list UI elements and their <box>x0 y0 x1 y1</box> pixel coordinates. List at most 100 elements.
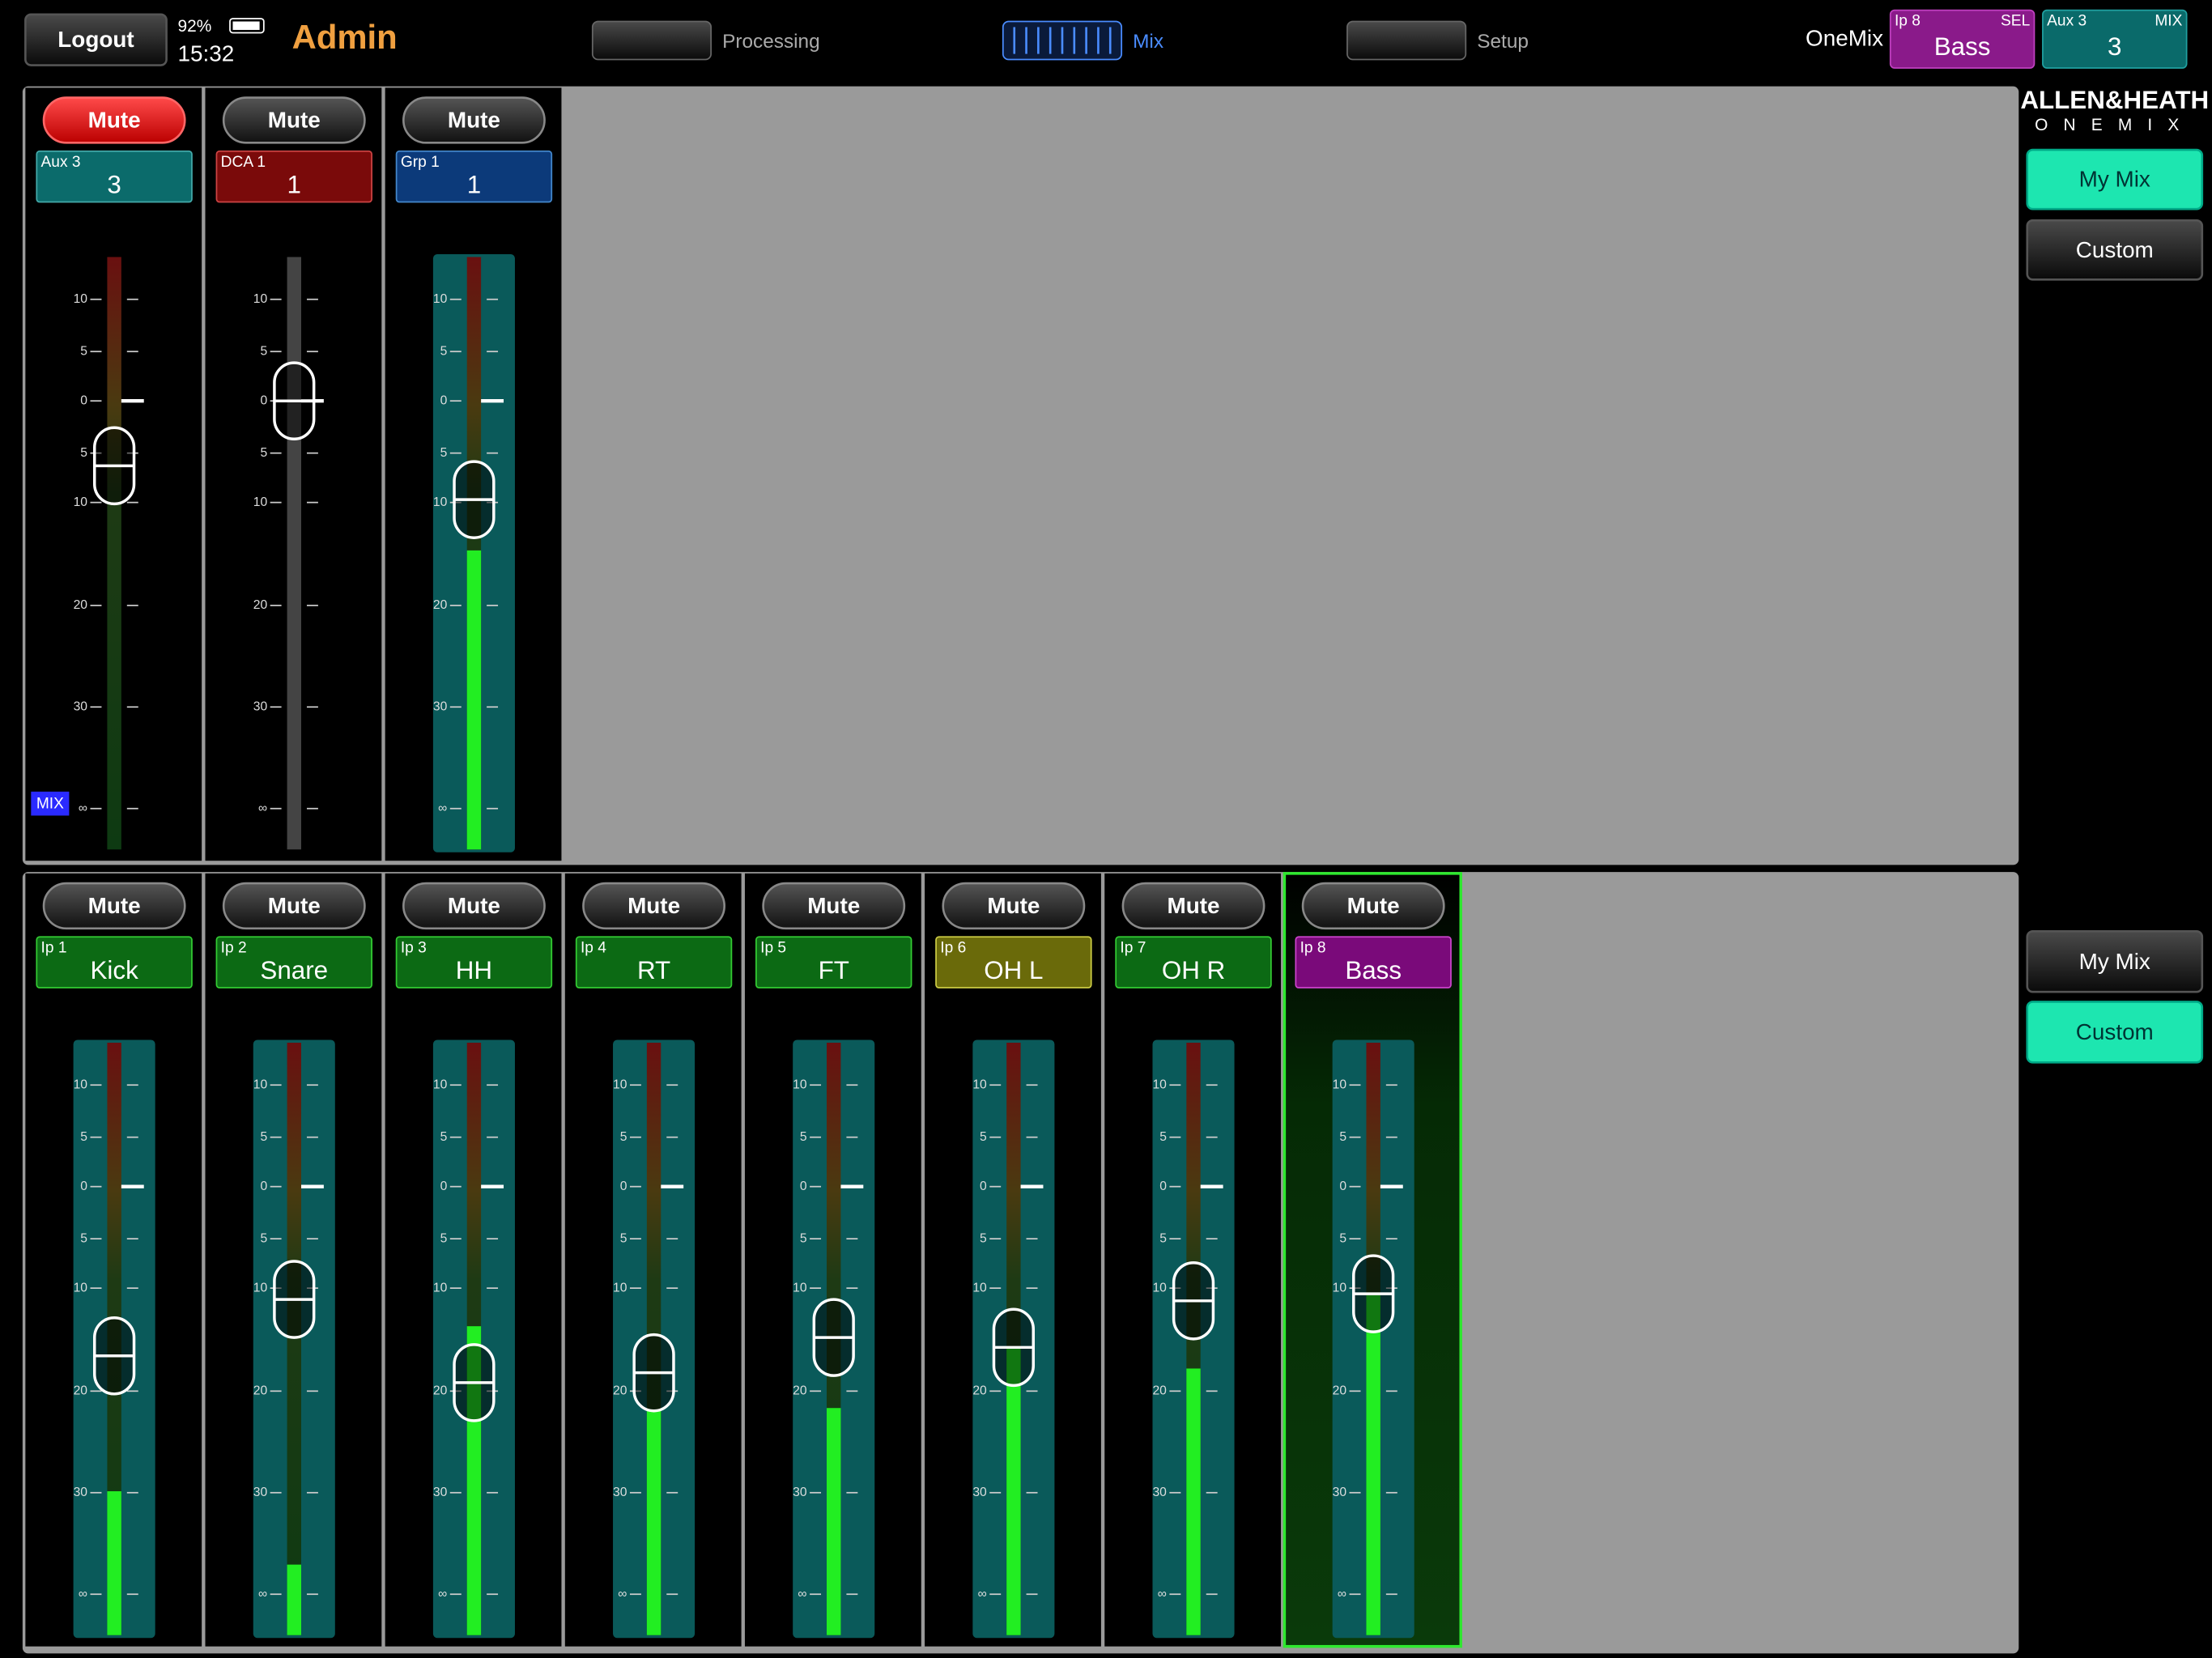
logout-button-label: Logout <box>57 27 134 52</box>
channel-label[interactable] <box>36 150 193 203</box>
mute-button[interactable] <box>42 882 186 930</box>
scale-label: 30 <box>793 1486 807 1499</box>
channel-tag: DCA 1 <box>221 154 266 171</box>
scale-label: 30 <box>74 1486 88 1499</box>
scale-label: 30 <box>1333 1486 1347 1499</box>
mute-label: Mute <box>88 108 141 133</box>
chip-badge: MIX <box>2155 13 2182 30</box>
tab-label[interactable]: Processing <box>722 31 820 53</box>
scale-label: 20 <box>613 1384 627 1397</box>
tab-icon[interactable] <box>591 20 713 61</box>
mute-button[interactable] <box>582 882 726 930</box>
channel-label[interactable] <box>1115 936 1272 988</box>
channel-label[interactable] <box>215 936 372 988</box>
meter-level <box>1006 1347 1021 1635</box>
chip-selected[interactable] <box>1889 9 2035 69</box>
channel-label[interactable] <box>575 936 733 988</box>
mute-button[interactable] <box>402 882 546 930</box>
logout-button[interactable] <box>24 13 168 66</box>
chip-mix[interactable] <box>2042 9 2188 69</box>
channel-label[interactable] <box>755 936 912 988</box>
scale-label: 0 <box>80 1180 87 1193</box>
channel-tag: Ip 7 <box>1120 939 1146 956</box>
scale-label: 5 <box>80 446 87 460</box>
chip-tag: Ip 8 <box>1895 13 1921 30</box>
scale-label: 5 <box>80 1231 87 1245</box>
battery-icon <box>229 18 265 34</box>
user-name: Admin <box>292 18 398 56</box>
scale-label: 20 <box>74 1384 88 1397</box>
tab-icon[interactable] <box>1346 20 1467 61</box>
scale-label: 10 <box>253 1281 268 1295</box>
mute-label: Mute <box>448 893 500 918</box>
scale-label: 10 <box>253 495 268 509</box>
scale-label: ∞ <box>618 1587 627 1601</box>
mix-badge-label: MIX <box>36 796 64 813</box>
meter-level <box>1186 1368 1201 1635</box>
meter-level <box>646 1410 661 1635</box>
channel-label[interactable] <box>395 150 553 203</box>
channel-tag: Grp 1 <box>401 154 440 171</box>
scale-label: ∞ <box>978 1587 987 1601</box>
mute-button[interactable] <box>1121 882 1266 930</box>
scale-label: 0 <box>620 1180 627 1193</box>
mute-button[interactable] <box>942 882 1086 930</box>
scale-label: 5 <box>80 344 87 358</box>
mute-button[interactable] <box>402 96 546 144</box>
scale-label: 10 <box>74 1078 88 1091</box>
mute-label: Mute <box>627 893 680 918</box>
side-button[interactable] <box>2026 1001 2204 1064</box>
chip-name: Bass <box>1934 32 1991 61</box>
tab-label[interactable]: Setup <box>1477 31 1529 53</box>
channel-label[interactable] <box>395 936 553 988</box>
channel-tag: Ip 8 <box>1300 939 1326 956</box>
scale-label: 0 <box>980 1180 987 1193</box>
scale-label: ∞ <box>79 1587 87 1601</box>
scale-label: 0 <box>1159 1180 1167 1193</box>
scale-label: 0 <box>1339 1180 1346 1193</box>
side-button[interactable] <box>2026 148 2204 210</box>
side-button[interactable] <box>2026 219 2204 281</box>
scale-label: 30 <box>433 699 448 713</box>
meter-level <box>107 1491 121 1635</box>
scale-label: 20 <box>793 1384 807 1397</box>
scale-label: 5 <box>800 1231 807 1245</box>
scale-label: 10 <box>253 1078 268 1091</box>
side-button-label: Custom <box>2076 1019 2154 1044</box>
scale-label: 30 <box>613 1486 627 1499</box>
scale-label: 10 <box>1152 1281 1167 1295</box>
channel-name: Snare <box>260 956 328 984</box>
mute-button[interactable] <box>222 96 366 144</box>
mode-label: OneMix <box>1806 26 1883 51</box>
scale-label: 5 <box>980 1130 987 1144</box>
mute-button[interactable] <box>762 882 906 930</box>
scale-label: 5 <box>260 1130 267 1144</box>
scale-label: 20 <box>253 1384 268 1397</box>
scale-label: 5 <box>1339 1231 1346 1245</box>
mute-button[interactable] <box>222 882 366 930</box>
mute-label: Mute <box>88 893 141 918</box>
side-button-label: My Mix <box>2079 167 2150 192</box>
scale-label: 30 <box>253 699 268 713</box>
channel-tag: Ip 6 <box>940 939 966 956</box>
mute-button[interactable] <box>42 96 186 144</box>
channel-name: OH R <box>1162 956 1225 984</box>
side-button[interactable] <box>2026 930 2204 993</box>
channel-label[interactable] <box>935 936 1092 988</box>
scale-label: ∞ <box>798 1587 806 1601</box>
scale-label: 10 <box>1333 1078 1347 1091</box>
scale-label: ∞ <box>1338 1587 1346 1601</box>
meter-level <box>827 1408 841 1635</box>
battery-percent: 92% <box>178 17 212 36</box>
channel-label[interactable] <box>36 936 193 988</box>
channel-label[interactable] <box>1295 936 1452 988</box>
tab-label[interactable]: Mix <box>1133 31 1163 53</box>
scale-label: 30 <box>74 699 88 713</box>
channel-name: 1 <box>287 171 301 199</box>
channel-label[interactable] <box>215 150 372 203</box>
scale-label: 5 <box>620 1231 627 1245</box>
scale-label: 20 <box>253 598 268 612</box>
mute-button[interactable] <box>1301 882 1445 930</box>
